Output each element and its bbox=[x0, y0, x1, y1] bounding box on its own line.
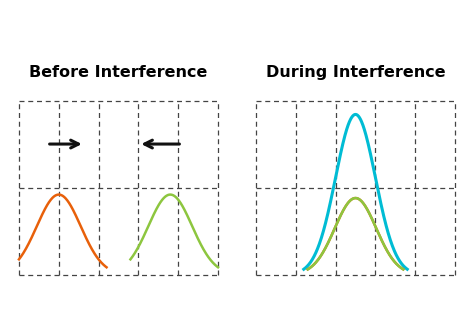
Text: Before Interference: Before Interference bbox=[29, 65, 208, 80]
Text: During Interference: During Interference bbox=[266, 65, 445, 80]
